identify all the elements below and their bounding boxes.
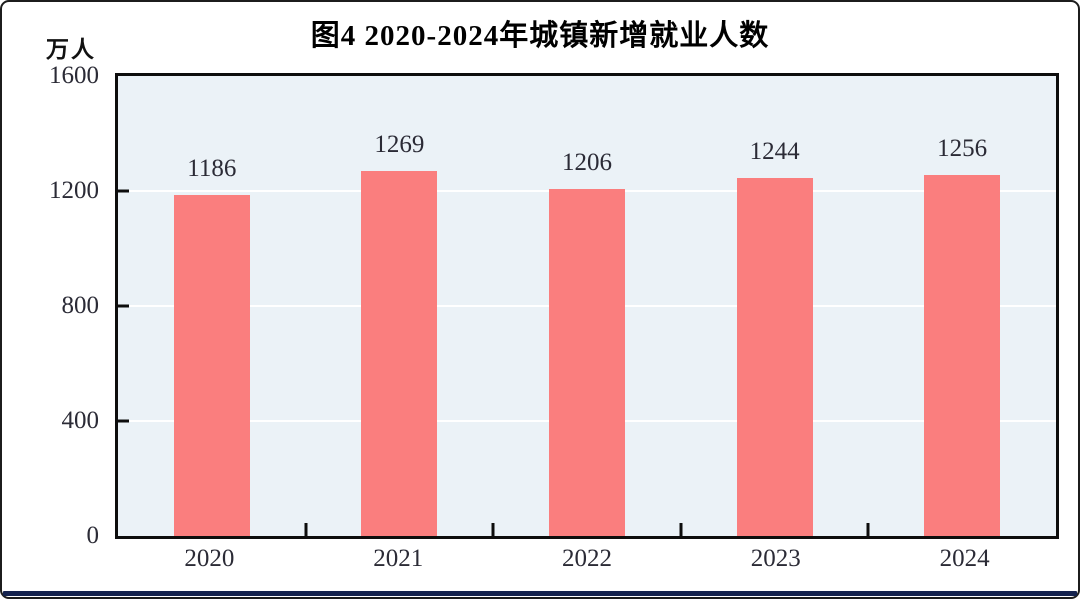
x-axis-tick-labels: 2020 2021 2022 2023 2024 <box>115 545 1059 573</box>
chart-title: 图4 2020-2024年城镇新增就业人数 <box>310 20 770 52</box>
y-tick-label-0: 0 <box>86 522 100 549</box>
bar-value-label-2023: 1244 <box>749 138 800 166</box>
y-tick-mark-1200 <box>118 189 129 193</box>
x-tick-mark-2 <box>491 523 495 536</box>
bar-group-2020: 1186 <box>118 76 306 536</box>
bars-layer: 1186 1269 1206 1244 1256 <box>118 76 1056 536</box>
x-tick-label-2021: 2021 <box>373 545 424 572</box>
y-tick-label-1200: 1200 <box>49 177 99 204</box>
x-tick-label-2022: 2022 <box>561 545 612 572</box>
bar-value-label-2024: 1256 <box>937 134 988 162</box>
ticks-layer <box>118 76 1056 536</box>
bar-2020 <box>173 195 250 536</box>
x-tick-mark-4 <box>866 523 870 536</box>
bar-group-2021: 1269 <box>306 76 494 536</box>
y-axis-tick-labels: 0 400 800 1200 1600 <box>0 62 100 549</box>
bar-group-2022: 1206 <box>493 76 681 536</box>
y-tick-label-800: 800 <box>61 292 100 319</box>
x-tick-label-2023: 2023 <box>750 545 801 572</box>
y-tick-label-1600: 1600 <box>49 62 99 89</box>
bar-2023 <box>736 178 813 536</box>
x-tick-label-2024: 2024 <box>939 545 990 572</box>
bar-group-2023: 1244 <box>681 76 869 536</box>
footer-rule <box>3 591 1077 596</box>
bar-value-label-2020: 1186 <box>187 155 237 183</box>
bar-group-2024: 1256 <box>868 76 1056 536</box>
plot-area: 1186 1269 1206 1244 1256 <box>115 73 1059 539</box>
y-tick-mark-400 <box>118 419 129 423</box>
bar-value-label-2022: 1206 <box>561 149 612 177</box>
x-tick-label-2020: 2020 <box>184 545 235 572</box>
y-tick-label-400: 400 <box>61 407 100 434</box>
x-tick-mark-1 <box>304 523 308 536</box>
bar-value-label-2021: 1269 <box>374 131 425 159</box>
bar-2024 <box>924 174 1001 536</box>
x-tick-mark-3 <box>679 523 683 536</box>
bar-2022 <box>548 189 625 536</box>
y-tick-mark-800 <box>118 304 129 308</box>
bar-2021 <box>361 171 438 536</box>
y-axis-unit-label: 万人 <box>46 36 96 62</box>
